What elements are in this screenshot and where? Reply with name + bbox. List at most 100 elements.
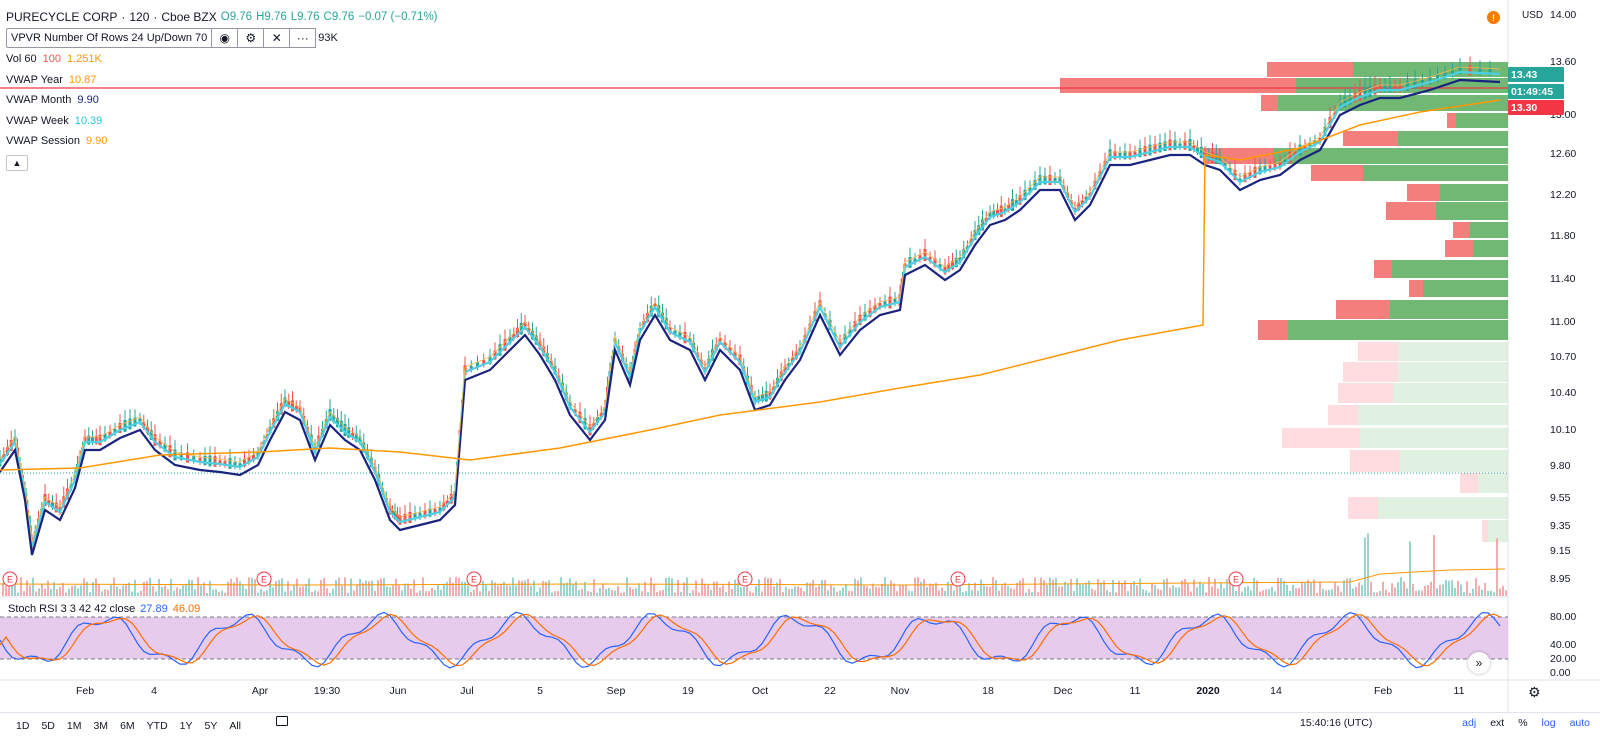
volume-bar [398, 585, 400, 596]
auto-toggle[interactable]: auto [1569, 717, 1590, 729]
range-1y[interactable]: 1Y [179, 719, 193, 732]
volume-bar [722, 585, 724, 596]
volume-bar [938, 590, 940, 596]
candle-body [252, 454, 255, 461]
indicator-vol[interactable]: Vol 60 100 1.251K [6, 49, 438, 70]
scroll-to-realtime-button[interactable]: » [1468, 652, 1490, 674]
volume-bar [272, 587, 274, 596]
indicator-value: 1.251K [66, 53, 102, 66]
volume-bar [32, 577, 34, 596]
candle-body [442, 502, 446, 511]
volume-bar [692, 590, 694, 596]
stoch-legend[interactable]: Stoch RSI 3 3 42 42 close 27.89 46.09 [8, 603, 200, 615]
stoch-d-value: 46.09 [172, 603, 201, 615]
volume-bar [236, 577, 238, 596]
volume-bar [263, 591, 265, 596]
candle-body [933, 258, 937, 267]
symbol-name[interactable]: PURECYCLE CORP [6, 10, 118, 24]
volume-bar [407, 583, 409, 596]
earnings-marker-label: E [742, 575, 748, 585]
volume-bar [311, 591, 313, 596]
time-tick-label: Feb [1373, 685, 1393, 697]
volume-bar [1490, 590, 1492, 596]
ext-toggle[interactable]: ext [1490, 717, 1505, 729]
calendar-icon[interactable] [276, 716, 288, 726]
volume-bar [1124, 580, 1126, 596]
indicator-vwap-month[interactable]: VWAP Month 9.90 [6, 90, 438, 111]
candle-body [1421, 79, 1424, 85]
close-icon[interactable]: ✕ [264, 28, 291, 48]
volume-bar [326, 588, 328, 596]
volume-bar [488, 590, 490, 596]
volume-bar [1289, 590, 1291, 596]
volume-bar [581, 588, 583, 596]
indicator-vwap-session[interactable]: VWAP Session 9.90 [6, 131, 438, 152]
settings-icon[interactable]: ⚙ [1528, 684, 1541, 700]
currency-label[interactable]: USD [1522, 10, 1544, 21]
more-icon[interactable]: ··· [290, 28, 317, 48]
volume-bar [656, 592, 658, 596]
volume-bar [344, 577, 346, 596]
volume-bar [1178, 587, 1180, 596]
alert-icon[interactable]: ! [1487, 11, 1500, 24]
range-ytd[interactable]: YTD [146, 719, 168, 732]
range-3m[interactable]: 3M [93, 719, 109, 732]
volume-bar [761, 591, 763, 596]
eye-icon[interactable]: ◉ [212, 28, 239, 48]
volume-bar [1121, 582, 1123, 596]
volume-bar [1142, 589, 1144, 596]
volume-bar [1256, 580, 1258, 596]
volume-bar [911, 591, 913, 596]
volume-bar [50, 589, 52, 596]
volume-bar [1448, 580, 1450, 596]
volume-bar [848, 590, 850, 596]
interval[interactable]: 120 [129, 10, 150, 24]
indicator-vwap-week[interactable]: VWAP Week 10.39 [6, 111, 438, 132]
vpvr-bar-down [1338, 383, 1393, 403]
candle-body [1023, 189, 1027, 201]
volume-bar [707, 585, 709, 596]
time-tick-label: 22 [824, 685, 836, 697]
vpvr-label[interactable]: VPVR Number Of Rows 24 Up/Down 70 [6, 28, 213, 48]
volume-bar [392, 584, 394, 596]
volume-bar [1070, 579, 1072, 596]
volume-bar [860, 577, 862, 596]
volume-bar [1286, 584, 1288, 596]
candle-body [928, 257, 932, 261]
vwap-month-line [0, 78, 1501, 556]
volume-bar [734, 579, 736, 596]
candle-body [878, 303, 882, 307]
candle-body [1018, 195, 1022, 205]
gear-icon[interactable]: ⚙ [238, 28, 265, 48]
volume-bar [1253, 577, 1255, 596]
volume-bar [1364, 537, 1366, 596]
volume-bar [527, 578, 529, 596]
candle-body [1388, 83, 1392, 93]
clock[interactable]: 15:40:16 (UTC) [1300, 717, 1373, 729]
volume-bar [533, 580, 535, 596]
volume-bar [1259, 591, 1261, 596]
candle-body [51, 502, 54, 508]
volume-bar [509, 585, 511, 596]
volume-bar [1463, 592, 1465, 596]
vpvr-bar-down [1348, 497, 1378, 519]
volume-bar [671, 578, 673, 596]
range-5y[interactable]: 5Y [204, 719, 218, 732]
volume-bar [953, 590, 955, 596]
collapse-legend-button[interactable]: ▲ [6, 154, 28, 171]
range-1m[interactable]: 1M [66, 719, 82, 732]
range-5d[interactable]: 5D [41, 719, 55, 732]
stoch-label: Stoch RSI 3 3 42 42 close [8, 603, 136, 615]
volume-bar [668, 577, 670, 596]
log-toggle[interactable]: log [1541, 717, 1556, 729]
percent-toggle[interactable]: % [1518, 717, 1528, 729]
volume-bar [1130, 584, 1132, 596]
range-all[interactable]: All [229, 719, 242, 732]
indicator-vwap-year[interactable]: VWAP Year 10.87 [6, 70, 438, 91]
adj-toggle[interactable]: adj [1462, 717, 1477, 729]
price-tick-label: 13.60 [1550, 56, 1577, 68]
range-1d[interactable]: 1D [16, 719, 30, 732]
range-6m[interactable]: 6M [120, 719, 135, 732]
volume-bar [1112, 579, 1114, 596]
